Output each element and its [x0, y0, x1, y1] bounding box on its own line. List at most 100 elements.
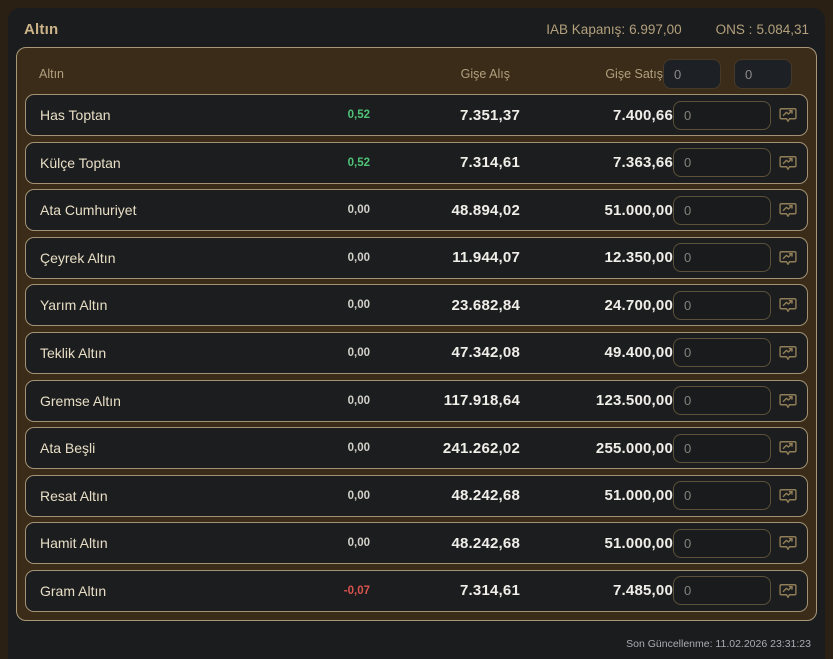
instrument-name: Çeyrek Altın	[40, 249, 116, 266]
header-sell-adjust-input[interactable]	[734, 59, 792, 89]
chart-button[interactable]	[777, 104, 799, 126]
row-actions	[673, 386, 801, 416]
column-header-buy: Gişe Alış	[460, 67, 510, 81]
change-value: 0,00	[347, 537, 370, 550]
sell-price: 51.000,00	[604, 534, 673, 552]
chart-button[interactable]	[777, 342, 799, 364]
row-actions	[673, 148, 801, 178]
instrument-name: Hamit Altın	[40, 535, 108, 552]
rate-row: Has Toptan 0,52 7.351,37 7.400,66	[25, 94, 808, 136]
quantity-input[interactable]	[673, 576, 771, 606]
row-actions	[673, 576, 801, 606]
last-update-status: Son Güncellenme: 11.02.2026 23:31:23	[626, 638, 811, 650]
app-surface: Altın IAB Kapanış: 6.997,00 ONS :5.084,31…	[8, 8, 825, 659]
instrument-name: Teklik Altın	[40, 344, 107, 361]
instrument-name: Külçe Toptan	[40, 154, 121, 171]
chart-bubble-icon	[778, 343, 798, 363]
page-title: Altın	[24, 21, 59, 38]
chart-bubble-icon	[778, 391, 798, 411]
rates-panel: Altın Gişe Alış Gişe Satış Has Toptan 0,…	[16, 47, 817, 621]
iab-close-stat: IAB Kapanış: 6.997,00	[542, 22, 681, 37]
quantity-input[interactable]	[673, 433, 771, 463]
quantity-input[interactable]	[673, 148, 771, 178]
rate-row: Gram Altın -0,07 7.314,61 7.485,00	[25, 569, 808, 612]
rate-row: Resat Altın 0,00 48.242,68 51.000,00	[25, 474, 808, 517]
buy-price: 11.944,07	[452, 249, 520, 267]
row-actions	[673, 433, 801, 463]
chart-bubble-icon	[778, 486, 798, 506]
chart-button[interactable]	[777, 152, 799, 174]
chart-bubble-icon	[778, 295, 798, 315]
column-header-name: Altın	[39, 67, 65, 81]
quantity-input[interactable]	[673, 290, 771, 320]
sell-price: 7.400,66	[613, 106, 673, 124]
change-value: 0,00	[347, 394, 370, 407]
sell-price: 24.700,00	[604, 296, 673, 314]
sell-price: 123.500,00	[595, 392, 673, 410]
instrument-name: Gremse Altın	[40, 392, 121, 409]
chart-button[interactable]	[777, 390, 799, 412]
instrument-name: Ata Beşli	[40, 440, 96, 457]
buy-price: 241.262,02	[442, 439, 520, 457]
change-value: 0,00	[347, 489, 370, 502]
chart-button[interactable]	[777, 437, 799, 459]
sell-price: 7.485,00	[613, 582, 673, 600]
chart-button[interactable]	[777, 580, 799, 602]
buy-price: 48.894,02	[451, 201, 520, 219]
iab-close-value: 6.997,00	[629, 22, 682, 37]
row-actions	[673, 290, 801, 320]
quantity-input[interactable]	[673, 243, 771, 273]
change-value: -0,07	[343, 584, 370, 597]
buy-price: 48.242,68	[451, 487, 520, 505]
row-actions	[673, 528, 801, 558]
change-value: 0,00	[347, 346, 370, 359]
chart-bubble-icon	[778, 153, 798, 173]
chart-button[interactable]	[777, 247, 799, 269]
quantity-input[interactable]	[673, 386, 771, 416]
rate-row: Ata Cumhuriyet 0,00 48.894,02 51.000,00	[25, 189, 808, 232]
ons-stat: ONS :5.084,31	[712, 22, 809, 37]
buy-price: 48.242,68	[451, 534, 520, 552]
market-stats: IAB Kapanış: 6.997,00 ONS :5.084,31	[542, 22, 809, 37]
ons-label: ONS :	[715, 22, 753, 37]
chart-button[interactable]	[777, 199, 799, 221]
rates-table-header: Altın Gişe Alış Gişe Satış	[25, 54, 808, 94]
quantity-input[interactable]	[673, 338, 771, 368]
change-value: 0,00	[347, 251, 370, 264]
rate-row: Yarım Altın 0,00 23.682,84 24.700,00	[25, 284, 808, 327]
chart-button[interactable]	[777, 532, 799, 554]
change-value: 0,00	[347, 204, 370, 217]
buy-price: 7.314,61	[460, 154, 520, 172]
quantity-input[interactable]	[673, 481, 771, 511]
quantity-input[interactable]	[673, 195, 771, 225]
ons-value: 5.084,31	[756, 22, 809, 37]
instrument-name: Has Toptan	[40, 107, 111, 123]
sell-price: 12.350,00	[604, 249, 673, 267]
chart-bubble-icon	[778, 105, 798, 125]
buy-price: 23.682,84	[451, 296, 520, 314]
quantity-input[interactable]	[673, 100, 771, 130]
instrument-name: Resat Altın	[40, 487, 108, 504]
change-value: 0,00	[347, 299, 370, 312]
buy-price: 117.918,64	[443, 392, 520, 410]
chart-bubble-icon	[778, 581, 798, 601]
rate-row: Külçe Toptan 0,52 7.314,61 7.363,66	[25, 141, 808, 184]
change-value: 0,00	[347, 442, 370, 455]
instrument-name: Ata Cumhuriyet	[40, 202, 137, 219]
row-actions	[673, 243, 801, 273]
quantity-input[interactable]	[673, 528, 771, 558]
change-value: 0,52	[347, 109, 370, 121]
change-value: 0,52	[347, 156, 370, 169]
chart-button[interactable]	[777, 294, 799, 316]
buy-price: 47.342,08	[451, 344, 520, 362]
chart-bubble-icon	[778, 533, 798, 553]
chart-button[interactable]	[777, 485, 799, 507]
buy-price: 7.314,61	[460, 582, 520, 600]
header-adjust-inputs	[663, 59, 802, 89]
header-buy-adjust-input[interactable]	[663, 59, 721, 89]
rates-list: Has Toptan 0,52 7.351,37 7.400,66 Külçe …	[25, 94, 808, 612]
column-header-sell: Gişe Satış	[605, 67, 663, 81]
sell-price: 51.000,00	[604, 487, 673, 505]
chart-bubble-icon	[778, 438, 798, 458]
sell-price: 255.000,00	[595, 439, 673, 457]
